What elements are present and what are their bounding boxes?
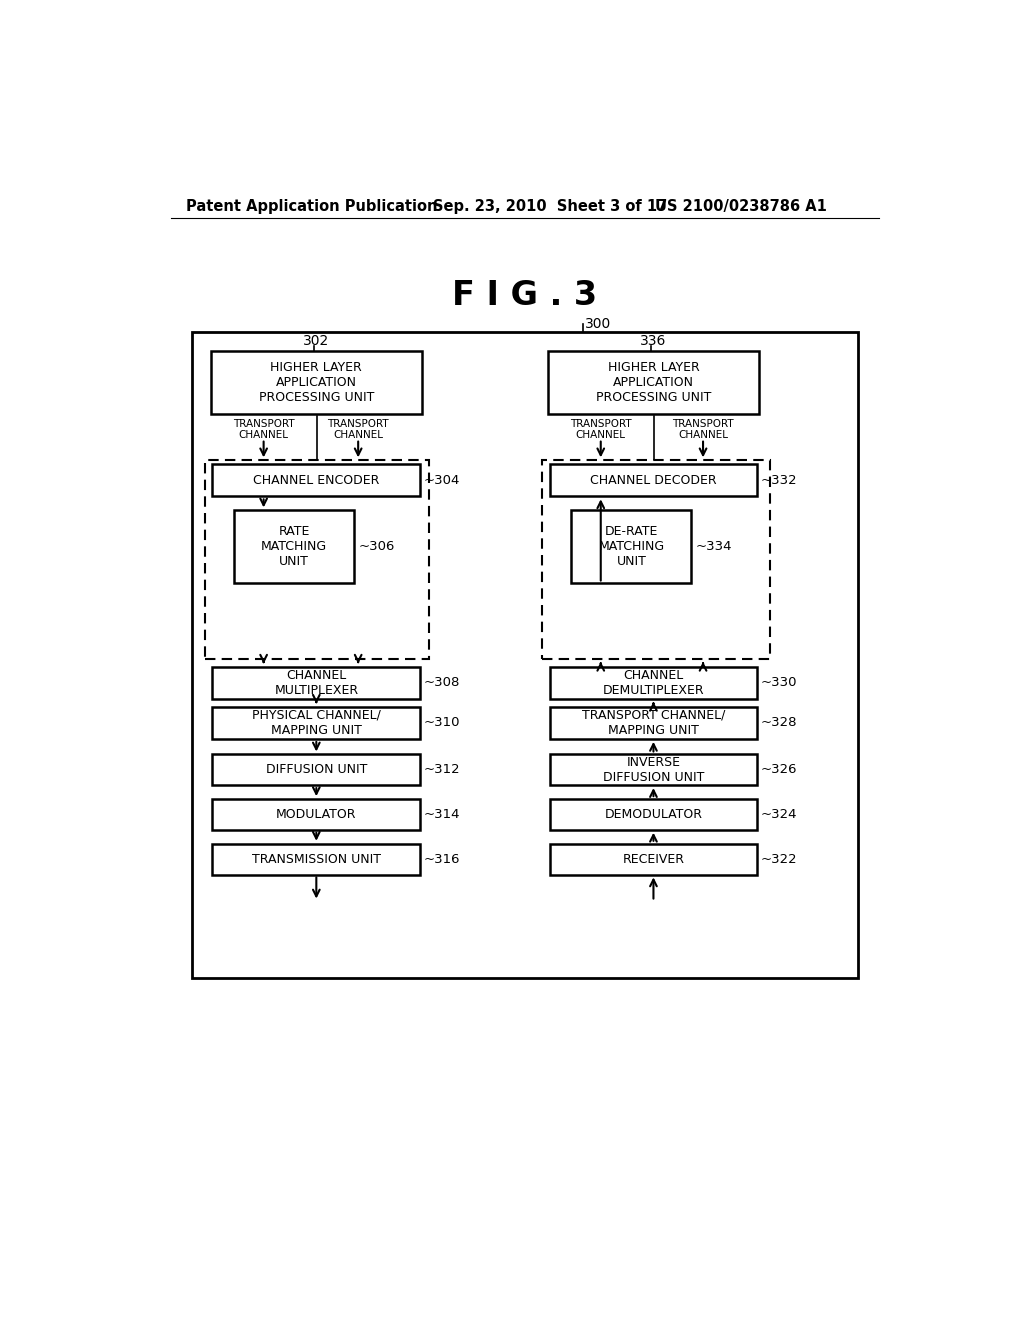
Bar (212, 843, 420, 875)
Text: 300: 300 (586, 317, 611, 331)
Text: ~330: ~330 (761, 676, 797, 689)
Bar (211, 351, 422, 414)
Text: DIFFUSION UNIT: DIFFUSION UNIT (265, 763, 367, 776)
Text: HIGHER LAYER
APPLICATION
PROCESSING UNIT: HIGHER LAYER APPLICATION PROCESSING UNIT (259, 360, 374, 404)
Text: TRANSPORT
CHANNEL: TRANSPORT CHANNEL (570, 418, 632, 441)
Text: ~328: ~328 (761, 717, 797, 730)
Text: 302: 302 (303, 334, 330, 348)
Text: ~314: ~314 (423, 808, 460, 821)
Text: TRANSPORT
CHANNEL: TRANSPORT CHANNEL (672, 418, 734, 441)
Text: Sep. 23, 2010  Sheet 3 of 17: Sep. 23, 2010 Sheet 3 of 17 (432, 198, 667, 214)
Text: CHANNEL
MULTIPLEXER: CHANNEL MULTIPLEXER (274, 669, 358, 697)
Text: RECEIVER: RECEIVER (623, 853, 684, 866)
Bar (212, 465, 420, 496)
Text: ~322: ~322 (761, 853, 797, 866)
Text: TRANSMISSION UNIT: TRANSMISSION UNIT (252, 853, 381, 866)
Bar (550, 843, 758, 875)
Text: ~332: ~332 (761, 474, 797, 487)
Bar (550, 799, 758, 830)
Bar (205, 461, 429, 659)
Text: ~304: ~304 (423, 474, 460, 487)
Text: TRANSPORT
CHANNEL: TRANSPORT CHANNEL (328, 418, 389, 441)
Bar (212, 799, 420, 830)
Text: ~316: ~316 (423, 853, 460, 866)
Bar (550, 465, 758, 496)
Text: US 2100/0238786 A1: US 2100/0238786 A1 (655, 198, 826, 214)
Text: ~324: ~324 (761, 808, 797, 821)
Text: Patent Application Publication: Patent Application Publication (186, 198, 437, 214)
Text: ~334: ~334 (696, 540, 732, 553)
Text: ~312: ~312 (423, 763, 460, 776)
Bar (550, 755, 758, 785)
Bar (234, 511, 354, 583)
Text: MODULATOR: MODULATOR (276, 808, 356, 821)
Text: ~326: ~326 (761, 763, 797, 776)
Text: DEMODULATOR: DEMODULATOR (604, 808, 702, 821)
Text: TRANSPORT CHANNEL/
MAPPING UNIT: TRANSPORT CHANNEL/ MAPPING UNIT (582, 709, 725, 737)
Text: INVERSE
DIFFUSION UNIT: INVERSE DIFFUSION UNIT (603, 756, 705, 784)
Text: ~310: ~310 (423, 717, 460, 730)
Text: ~308: ~308 (423, 676, 460, 689)
Text: ~306: ~306 (359, 540, 395, 553)
Text: TRANSPORT
CHANNEL: TRANSPORT CHANNEL (232, 418, 295, 441)
Bar (571, 511, 691, 583)
Bar (212, 755, 420, 785)
Text: F I G . 3: F I G . 3 (453, 279, 597, 312)
Text: DE-RATE
MATCHING
UNIT: DE-RATE MATCHING UNIT (598, 525, 665, 569)
Text: CHANNEL
DEMULTIPLEXER: CHANNEL DEMULTIPLEXER (603, 669, 705, 697)
Text: 336: 336 (640, 334, 667, 348)
Text: CHANNEL ENCODER: CHANNEL ENCODER (253, 474, 380, 487)
Bar (212, 667, 420, 700)
Text: PHYSICAL CHANNEL/
MAPPING UNIT: PHYSICAL CHANNEL/ MAPPING UNIT (252, 709, 381, 737)
Bar (548, 351, 759, 414)
Bar (191, 331, 858, 978)
Bar (550, 706, 758, 739)
Text: HIGHER LAYER
APPLICATION
PROCESSING UNIT: HIGHER LAYER APPLICATION PROCESSING UNIT (596, 360, 711, 404)
Bar (212, 706, 420, 739)
Bar (550, 667, 758, 700)
Bar (542, 461, 770, 659)
Text: RATE
MATCHING
UNIT: RATE MATCHING UNIT (261, 525, 328, 569)
Text: CHANNEL DECODER: CHANNEL DECODER (590, 474, 717, 487)
